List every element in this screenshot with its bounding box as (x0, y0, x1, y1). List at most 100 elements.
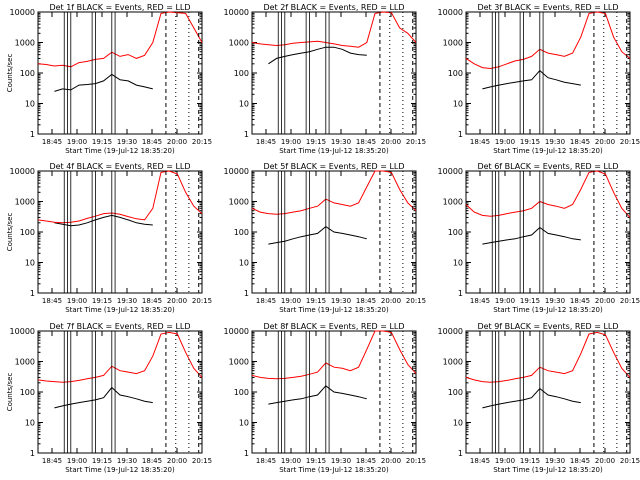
x-tick-label: 20:15 (406, 297, 426, 305)
y-tick-label: 1 (30, 289, 35, 298)
x-tick-label: 19:30 (545, 457, 565, 465)
x-tick-label: 19:15 (520, 457, 540, 465)
x-axis-label: Start Time (19-Jul-12 18:35:20) (279, 306, 389, 314)
panel: Det 5f BLACK = Events, RED = LLD 1 10 100 10… (224, 162, 427, 314)
x-tick-label: 19:30 (545, 138, 565, 146)
x-tick-label: 18:45 (470, 457, 490, 465)
x-tick-label: 18:45 (42, 297, 62, 305)
x-tick-label: 20:15 (192, 297, 212, 305)
x-tick-label: 20:00 (381, 297, 401, 305)
y-tick-label: 100 (234, 228, 249, 237)
y-tick-label: 10 (239, 419, 249, 428)
y-tick-label: 1 (458, 130, 463, 139)
y-tick-label: 10 (239, 100, 249, 109)
y-tick-label: 100 (448, 228, 463, 237)
x-tick-label: 19:30 (331, 138, 351, 146)
series-line (465, 170, 631, 218)
panel: Det 6f BLACK = Events, RED = LLD 1 10 100 10… (438, 162, 640, 314)
panel: Det 9f BLACK = Events, RED = LLD 1 10 100 10… (438, 322, 640, 474)
x-tick-label: 19:15 (92, 457, 112, 465)
series-line (268, 225, 367, 245)
y-axis-label: Counts/sec (6, 373, 14, 412)
y-tick-label: 1000 (15, 39, 35, 48)
y-tick-label: 10000 (224, 8, 249, 17)
x-tick-label: 18:45 (256, 297, 276, 305)
panel: Det 4f BLACK = Events, RED = LLD 1 10 100 10… (6, 162, 212, 314)
y-tick-label: 10 (453, 259, 463, 268)
panel-title: Det 6f BLACK = Events, RED = LLD (477, 162, 618, 171)
x-tick-label: 19:00 (67, 297, 87, 305)
panel-title: Det 2f BLACK = Events, RED = LLD (263, 3, 404, 12)
series-line (465, 11, 631, 70)
plot-frame (37, 170, 203, 294)
x-tick-label: 18:45 (570, 297, 590, 305)
x-tick-label: 20:00 (167, 457, 187, 465)
panel: Det 8f BLACK = Events, RED = LLD 1 10 100 10… (224, 322, 427, 474)
y-tick-label: 1 (30, 449, 35, 458)
y-tick-label: 100 (20, 228, 35, 237)
x-tick-label: 18:45 (42, 457, 62, 465)
x-tick-label: 20:15 (620, 138, 640, 146)
y-tick-label: 1 (244, 130, 249, 139)
x-tick-label: 18:45 (142, 297, 162, 305)
y-tick-label: 10000 (438, 327, 463, 336)
x-axis-label: Start Time (19-Jul-12 18:35:20) (493, 147, 603, 155)
y-axis-label: Counts/sec (6, 54, 14, 93)
panel-title: Det 8f BLACK = Events, RED = LLD (263, 322, 404, 331)
x-tick-label: 18:45 (356, 297, 376, 305)
y-tick-label: 1000 (229, 198, 249, 207)
x-tick-label: 18:45 (142, 138, 162, 146)
series-line (251, 170, 417, 215)
y-tick-label: 10000 (10, 167, 35, 176)
x-tick-label: 20:00 (595, 138, 615, 146)
x-tick-label: 18:45 (142, 457, 162, 465)
y-tick-label: 1 (458, 289, 463, 298)
y-tick-label: 1000 (229, 39, 249, 48)
x-axis-label: Start Time (19-Jul-12 18:35:20) (279, 466, 389, 474)
y-tick-label: 100 (20, 388, 35, 397)
series-line (54, 73, 153, 92)
y-tick-label: 1000 (443, 358, 463, 367)
x-tick-label: 18:45 (570, 138, 590, 146)
series-line (268, 46, 367, 65)
x-tick-label: 20:15 (620, 457, 640, 465)
x-axis-label: Start Time (19-Jul-12 18:35:20) (65, 466, 175, 474)
x-tick-label: 19:00 (495, 457, 515, 465)
y-tick-label: 1 (244, 449, 249, 458)
x-tick-label: 18:45 (42, 138, 62, 146)
x-tick-label: 18:45 (470, 138, 490, 146)
x-tick-label: 18:45 (470, 297, 490, 305)
plot-frame (465, 11, 631, 135)
y-tick-label: 1000 (15, 358, 35, 367)
x-tick-label: 18:45 (256, 138, 276, 146)
x-tick-label: 20:00 (595, 457, 615, 465)
y-tick-label: 10 (25, 419, 35, 428)
series-line (54, 386, 153, 409)
panel: Det 2f BLACK = Events, RED = LLD 1 10 100 10… (224, 3, 427, 155)
series-line (37, 170, 203, 224)
plot-frame (37, 11, 203, 135)
x-axis-label: Start Time (19-Jul-12 18:35:20) (493, 306, 603, 314)
series-line (268, 385, 367, 405)
x-tick-label: 19:30 (117, 138, 137, 146)
series-line (251, 330, 417, 380)
x-tick-label: 19:30 (117, 457, 137, 465)
x-tick-label: 18:45 (570, 457, 590, 465)
x-tick-label: 18:45 (356, 457, 376, 465)
panel-title: Det 3f BLACK = Events, RED = LLD (477, 3, 618, 12)
x-tick-label: 20:00 (167, 297, 187, 305)
x-tick-label: 19:00 (281, 297, 301, 305)
x-tick-label: 20:00 (381, 457, 401, 465)
y-tick-label: 100 (448, 388, 463, 397)
series-line (37, 11, 203, 68)
y-tick-label: 10000 (224, 327, 249, 336)
y-tick-label: 100 (20, 69, 35, 78)
x-tick-label: 19:00 (67, 138, 87, 146)
plot-frame (251, 11, 417, 135)
x-tick-label: 20:15 (192, 138, 212, 146)
x-axis-label: Start Time (19-Jul-12 18:35:20) (493, 466, 603, 474)
x-tick-label: 19:15 (520, 297, 540, 305)
y-tick-label: 10000 (10, 327, 35, 336)
y-tick-label: 10000 (438, 8, 463, 17)
